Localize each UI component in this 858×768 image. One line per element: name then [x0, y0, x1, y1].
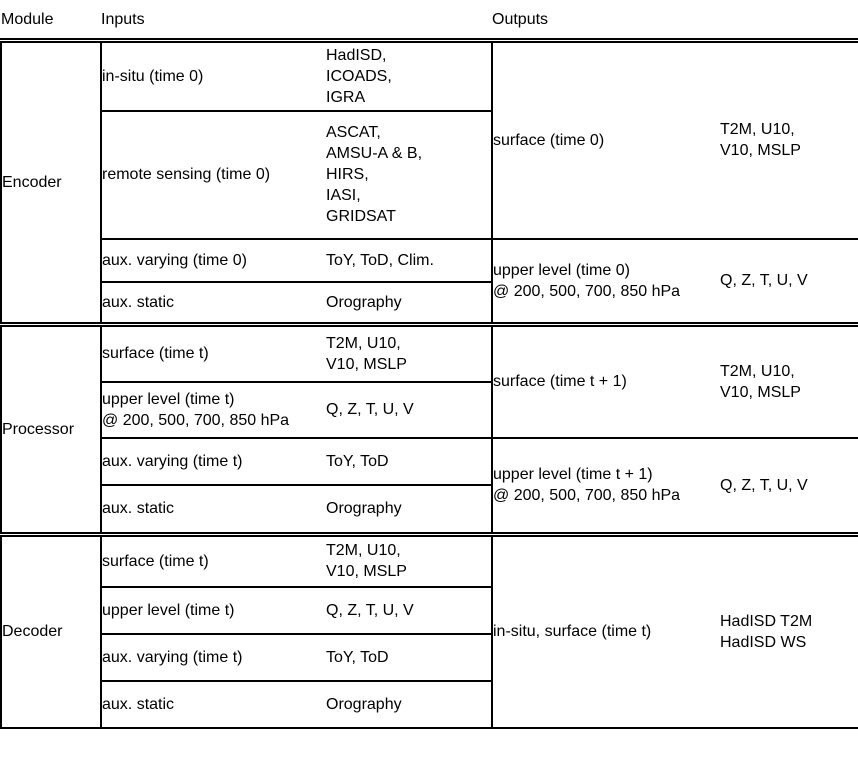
input-values: Orography [326, 500, 402, 518]
output-label-cell: upper level (time 0) @ 200, 500, 700, 85… [492, 238, 720, 327]
input-label-cell: aux. static [101, 680, 326, 729]
output-label: in-situ, surface (time t) [493, 623, 652, 641]
input-label-cell: aux. static [101, 484, 326, 537]
input-label-cell: surface (time t) [101, 324, 326, 383]
output-label: upper level (time t + 1) @ 200, 500, 700… [493, 466, 681, 505]
input-label-cell: aux. varying (time 0) [101, 238, 326, 283]
output-values-cell: T2M, U10, V10, MSLP [720, 40, 858, 240]
input-values: T2M, U10, V10, MSLP [326, 334, 407, 373]
input-values-cell: HadISD, ICOADS, IGRA [326, 40, 493, 112]
output-label: surface (time 0) [493, 131, 605, 149]
module-label: Processor [2, 421, 75, 438]
input-values: ToY, ToD [326, 648, 389, 666]
module-io-table: Module Inputs Outputs Encoder in-situ (t… [0, 0, 858, 729]
input-label: upper level (time t) [102, 601, 235, 619]
input-label-cell: upper level (time t) @ 200, 500, 700, 85… [101, 381, 326, 439]
table-row: aux. varying (time t) ToY, ToD [1, 633, 858, 682]
table-row: aux. varying (time 0) ToY, ToD, Clim. up… [1, 238, 858, 327]
input-values: Q, Z, T, U, V [326, 401, 414, 418]
input-values: ASCAT, AMSU-A & B, HIRS, IASI, GRIDSAT [326, 124, 423, 225]
input-values-cell: ToY, ToD [326, 633, 493, 682]
input-values-cell: T2M, U10, V10, MSLP [326, 324, 493, 383]
input-label-cell: aux. static [101, 281, 326, 327]
output-label-cell: surface (time t + 1) [492, 324, 720, 439]
input-label-cell: aux. varying (time t) [101, 437, 326, 486]
input-values-cell: Q, Z, T, U, V [326, 381, 493, 439]
output-values: HadISD T2M HadISD WS [720, 612, 813, 651]
input-values: Orography [326, 293, 402, 311]
module-cell-decoder: Decoder [0, 534, 102, 729]
output-label-cell: surface (time 0) [492, 40, 720, 240]
input-label-cell: surface (time t) [101, 534, 326, 588]
input-label: aux. varying (time t) [102, 648, 243, 666]
column-header-outputs: Outputs [492, 0, 858, 43]
input-values: ToY, ToD, Clim. [326, 251, 434, 269]
header-row: Module Inputs Outputs [1, 0, 858, 43]
output-values: Q, Z, T, U, V [720, 272, 808, 290]
input-label-cell: remote sensing (time 0) [101, 110, 326, 240]
output-values-cell: HadISD T2M HadISD WS [720, 534, 858, 729]
input-values: Q, Z, T, U, V [326, 601, 414, 619]
input-values: T2M, U10, V10, MSLP [326, 542, 407, 581]
input-values-cell: Orography [326, 484, 493, 537]
table-row: aux. static Orography [1, 281, 858, 327]
input-label: aux. static [102, 695, 175, 713]
input-values-cell: T2M, U10, V10, MSLP [326, 534, 493, 588]
table-row: aux. static Orography [1, 680, 858, 729]
input-values: ToY, ToD [326, 452, 389, 470]
input-label: in-situ (time 0) [102, 67, 204, 85]
input-label: aux. static [102, 293, 175, 311]
column-header-module: Module [1, 0, 101, 43]
column-header-inputs: Inputs [101, 0, 492, 43]
module-label: Encoder [2, 174, 62, 191]
output-values: T2M, U10, V10, MSLP [720, 362, 801, 401]
input-values-cell: Orography [326, 680, 493, 729]
input-label: aux. varying (time 0) [102, 251, 247, 269]
table-row: upper level (time t) @ 200, 500, 700, 85… [1, 381, 858, 439]
table-row: Decoder surface (time t) T2M, U10, V10, … [0, 534, 858, 729]
input-values: Orography [326, 695, 402, 713]
table-row: Processor surface (time t) T2M, U10, V10… [0, 324, 858, 537]
input-label-cell: in-situ (time 0) [101, 40, 326, 112]
table-row: Encoder in-situ (time 0) HadISD, ICOADS,… [0, 40, 858, 327]
module-cell-encoder: Encoder [0, 40, 102, 327]
input-label: remote sensing (time 0) [102, 166, 271, 183]
module-label: Decoder [2, 623, 63, 641]
input-label: aux. varying (time t) [102, 452, 243, 470]
input-label: aux. static [102, 500, 175, 518]
input-values-cell: Orography [326, 281, 493, 327]
input-label: upper level (time t) @ 200, 500, 700, 85… [102, 390, 290, 429]
module-cell-processor: Processor [0, 324, 102, 537]
output-label-cell: upper level (time t + 1) @ 200, 500, 700… [492, 437, 720, 537]
output-values-cell: Q, Z, T, U, V [720, 238, 858, 327]
output-label: upper level (time 0) @ 200, 500, 700, 85… [493, 261, 681, 300]
input-label-cell: aux. varying (time t) [101, 633, 326, 682]
input-values-cell: Q, Z, T, U, V [326, 586, 493, 635]
output-values-cell: Q, Z, T, U, V [720, 437, 858, 537]
input-label-cell: upper level (time t) [101, 586, 326, 635]
input-values-cell: ToY, ToD [326, 437, 493, 486]
table-row: aux. varying (time t) ToY, ToD upper lev… [1, 437, 858, 537]
input-values-cell: ASCAT, AMSU-A & B, HIRS, IASI, GRIDSAT [326, 110, 493, 240]
input-label: surface (time t) [102, 345, 209, 363]
table-row: upper level (time t) Q, Z, T, U, V [1, 586, 858, 635]
table-row: aux. static Orography [1, 484, 858, 537]
output-label-cell: in-situ, surface (time t) [492, 534, 720, 729]
output-label: surface (time t + 1) [493, 373, 627, 391]
input-label: surface (time t) [102, 552, 209, 570]
output-values-cell: T2M, U10, V10, MSLP [720, 324, 858, 439]
table-row: remote sensing (time 0) ASCAT, AMSU-A & … [1, 110, 858, 240]
input-values-cell: ToY, ToD, Clim. [326, 238, 493, 283]
input-values: HadISD, ICOADS, IGRA [326, 46, 392, 106]
output-values: T2M, U10, V10, MSLP [720, 121, 801, 160]
output-values: Q, Z, T, U, V [720, 476, 808, 494]
